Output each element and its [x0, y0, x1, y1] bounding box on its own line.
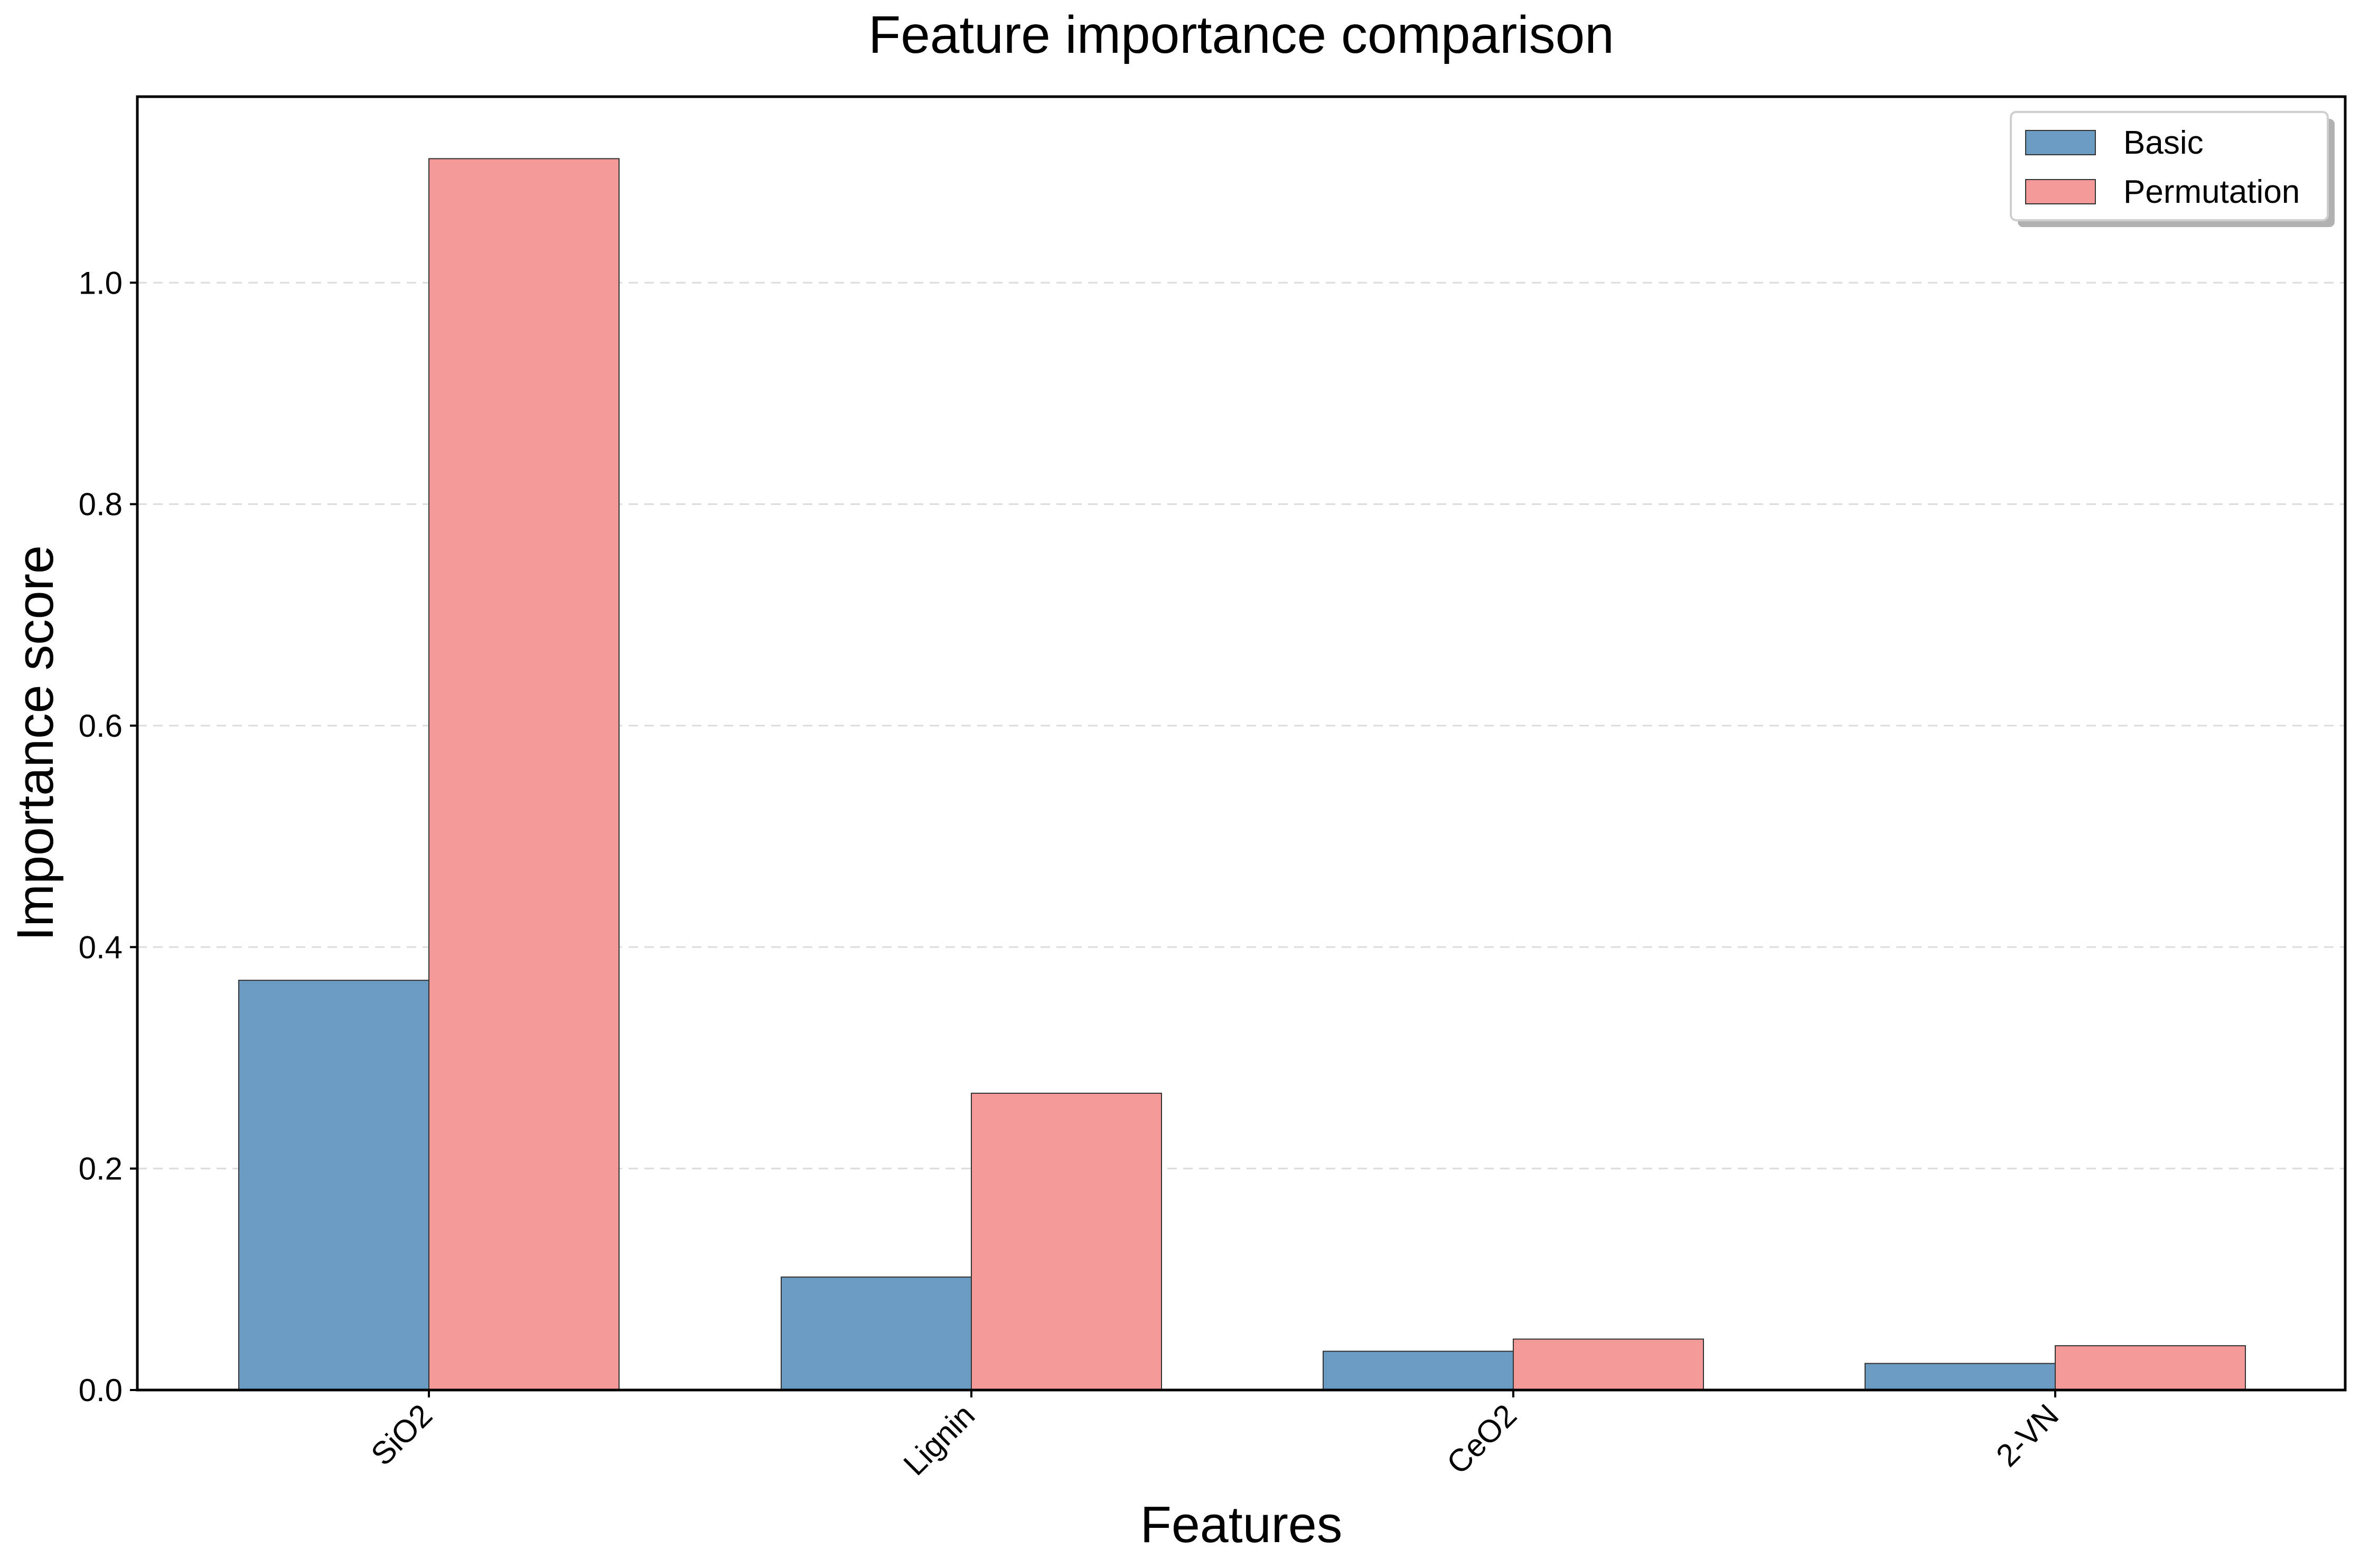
bar-basic-sio2	[238, 980, 429, 1391]
x-tick-label: SiO2	[364, 1397, 439, 1472]
bar-basic-ceo2	[1323, 1350, 1514, 1391]
bar-permutation-lignin	[971, 1093, 1162, 1391]
bar-basic-2-vn	[1865, 1363, 2056, 1391]
y-tick-label: 1.0	[79, 265, 123, 301]
y-tick-label: 0.6	[79, 708, 123, 744]
bar-permutation-ceo2	[1513, 1338, 1704, 1391]
y-tick-label: 0.4	[79, 929, 123, 965]
x-tick-label: Lignin	[897, 1397, 982, 1482]
bar-permutation-sio2	[428, 158, 620, 1391]
bars	[238, 158, 2246, 1391]
y-ticks: 0.0 0.2 0.4 0.6 0.8 1.0	[79, 265, 137, 1408]
legend-label-permutation: Permutation	[2123, 174, 2300, 210]
y-axis-label: Importance score	[6, 545, 64, 941]
x-tick-label: 2-VN	[1989, 1397, 2065, 1473]
x-ticks: SiO2 Lignin CeO2 2-VN	[364, 1390, 2065, 1482]
legend-swatch-basic	[2025, 130, 2096, 155]
legend-label-basic: Basic	[2123, 125, 2204, 161]
legend-swatch-permutation	[2025, 179, 2096, 204]
y-tick-label: 0.2	[79, 1151, 123, 1187]
chart-title: Feature importance comparison	[868, 5, 1614, 64]
plot-frame	[136, 95, 2347, 1392]
bar-permutation-2-vn	[2055, 1345, 2246, 1391]
y-tick-label: 0.8	[79, 487, 123, 522]
bar-basic-lignin	[781, 1276, 972, 1391]
y-tick-label: 0.0	[79, 1373, 123, 1408]
x-tick-label: CeO2	[1440, 1397, 1523, 1481]
x-axis-label: Features	[1140, 1496, 1343, 1553]
legend: Basic Permutation	[2010, 111, 2335, 227]
